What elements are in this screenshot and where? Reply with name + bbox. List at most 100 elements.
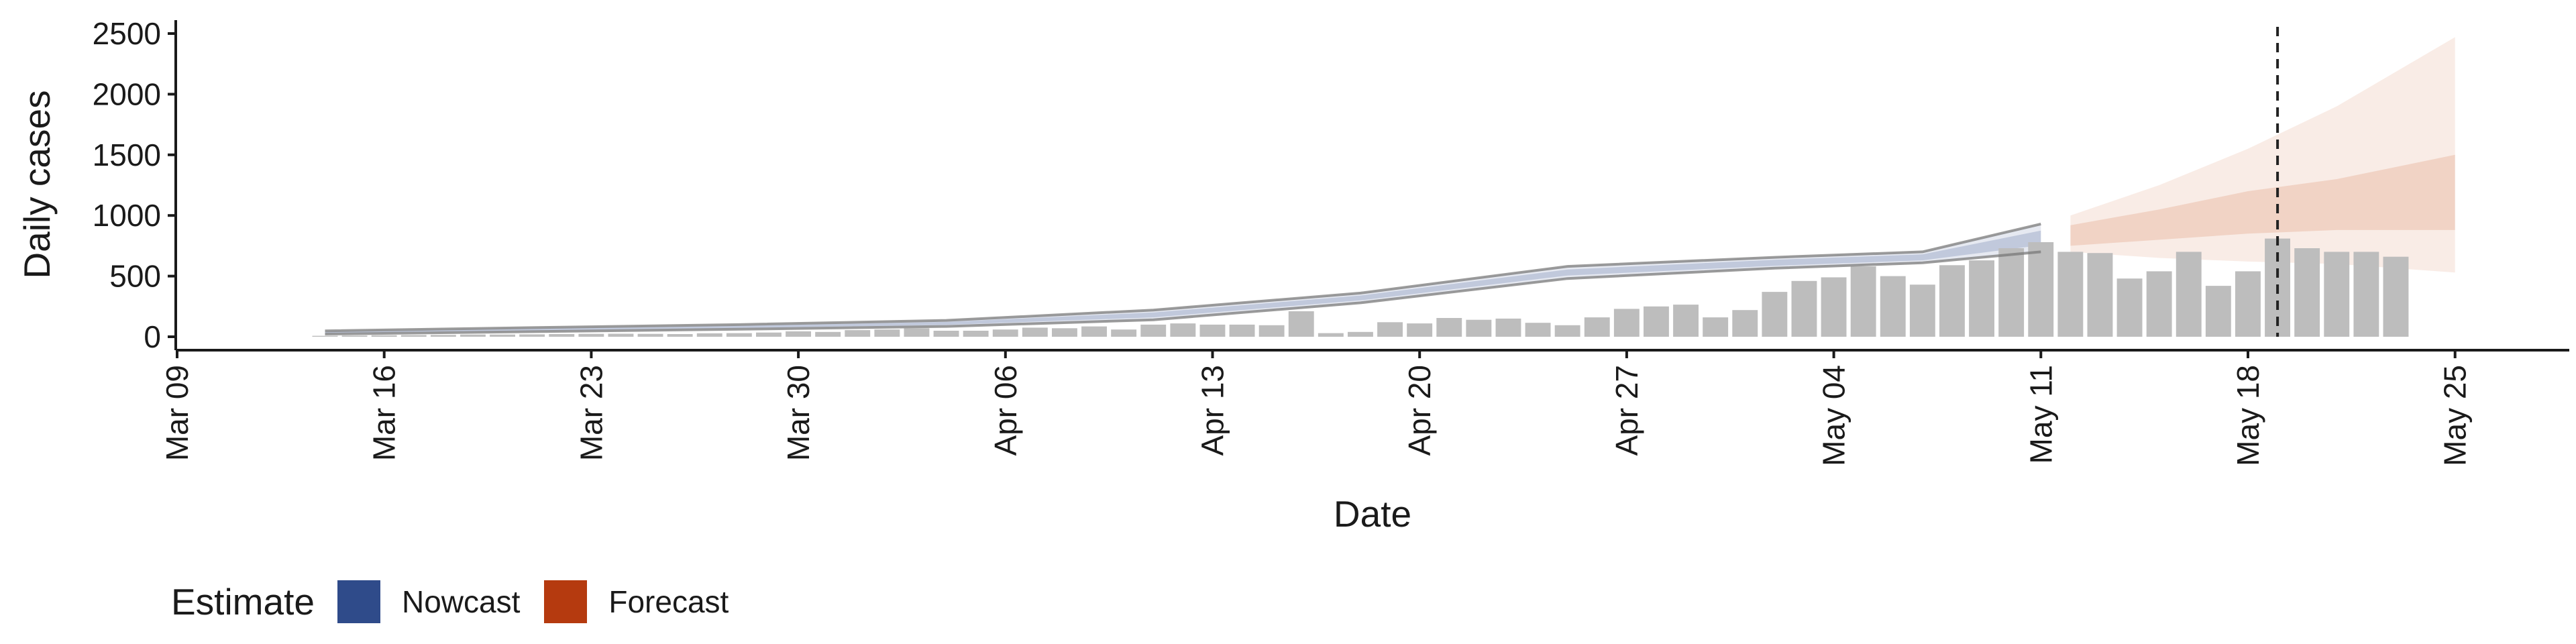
bar bbox=[1909, 284, 1935, 337]
x-axis-ticks: Mar 09 Mar 16 Mar 23 Mar 30 Apr 06 Apr 13 Apr … bbox=[160, 350, 2473, 466]
x-tick-label: Mar 30 bbox=[781, 365, 816, 461]
x-tick-label: Apr 20 bbox=[1402, 365, 1437, 456]
bar bbox=[1821, 277, 1847, 337]
legend-item-forecast: Forecast bbox=[544, 580, 729, 623]
bar bbox=[1436, 318, 1462, 337]
legend-label-forecast: Forecast bbox=[608, 584, 729, 619]
bar bbox=[2176, 252, 2202, 337]
bar bbox=[904, 328, 930, 337]
bar bbox=[1584, 317, 1610, 337]
bar bbox=[1199, 324, 1226, 337]
bar bbox=[400, 335, 427, 337]
bar bbox=[1969, 260, 1994, 337]
bar bbox=[312, 335, 338, 337]
bar bbox=[1703, 317, 1729, 337]
bar bbox=[1140, 324, 1167, 337]
bar bbox=[2324, 252, 2350, 337]
x-axis-title: Date bbox=[1334, 493, 1411, 535]
bar bbox=[1613, 309, 1640, 337]
bar bbox=[341, 335, 368, 337]
bar bbox=[2235, 271, 2261, 337]
legend-label-nowcast: Nowcast bbox=[401, 584, 521, 619]
bar bbox=[992, 329, 1018, 337]
bar bbox=[2057, 252, 2084, 337]
y-axis-ticks: 0 500 1000 1500 2000 2500 bbox=[93, 16, 176, 354]
bar bbox=[460, 334, 486, 337]
bar bbox=[726, 333, 752, 337]
nowcast-band-50 bbox=[325, 230, 2041, 333]
bar bbox=[1644, 306, 1669, 337]
bar bbox=[1850, 266, 1876, 337]
legend: Estimate Nowcast Forecast bbox=[171, 578, 753, 625]
bar bbox=[2146, 271, 2172, 337]
nowcast-band-90 bbox=[325, 223, 2041, 334]
bar bbox=[1258, 325, 1285, 337]
bar bbox=[608, 333, 634, 337]
bar bbox=[1673, 305, 1699, 337]
bar bbox=[430, 335, 456, 337]
nowcast-bands bbox=[325, 223, 2041, 334]
bar bbox=[1762, 292, 1788, 337]
legend-key-nowcast bbox=[337, 580, 380, 623]
bar bbox=[549, 334, 575, 337]
bar bbox=[1229, 324, 1255, 337]
y-axis-title: Daily cases bbox=[16, 90, 58, 278]
bar bbox=[815, 331, 841, 337]
y-tick-label: 2500 bbox=[93, 16, 161, 51]
legend-title: Estimate bbox=[171, 581, 315, 623]
x-tick-label: Mar 09 bbox=[160, 365, 195, 461]
x-tick-label: May 25 bbox=[2438, 365, 2473, 466]
bar bbox=[1377, 322, 1403, 337]
bar bbox=[1939, 265, 1965, 337]
reported-cases-bars bbox=[312, 238, 2409, 337]
bar bbox=[786, 331, 811, 337]
bar bbox=[874, 329, 900, 337]
y-tick-label: 2000 bbox=[93, 76, 161, 111]
bar bbox=[756, 332, 782, 337]
bar bbox=[578, 333, 604, 337]
x-tick-label: Mar 23 bbox=[574, 365, 608, 461]
bar bbox=[1348, 331, 1373, 337]
axes bbox=[174, 20, 2569, 352]
interval-lines bbox=[325, 222, 2041, 335]
forecast-band-50 bbox=[2070, 154, 2455, 246]
bar bbox=[1732, 310, 1758, 337]
bar bbox=[1052, 328, 1077, 337]
bar bbox=[2087, 253, 2113, 337]
forecast-band-90 bbox=[2070, 37, 2455, 273]
x-tick-label: Apr 06 bbox=[988, 365, 1023, 456]
bar bbox=[1554, 325, 1580, 337]
legend-item-nowcast: Nowcast bbox=[337, 580, 520, 623]
y-tick-label: 1500 bbox=[93, 138, 161, 172]
bar bbox=[1081, 326, 1107, 337]
bar bbox=[2353, 252, 2379, 337]
bar bbox=[1111, 329, 1137, 337]
bar bbox=[1495, 318, 1521, 337]
x-tick-label: Apr 27 bbox=[1609, 365, 1644, 456]
y-tick-label: 500 bbox=[109, 259, 161, 294]
bar bbox=[845, 330, 871, 337]
bar bbox=[1791, 280, 1817, 337]
bar bbox=[2294, 248, 2320, 337]
bar bbox=[2116, 278, 2143, 337]
bar bbox=[371, 335, 397, 337]
bar bbox=[637, 333, 663, 337]
bar bbox=[1525, 323, 1551, 337]
nowcast-upper-line bbox=[325, 222, 2041, 333]
bar bbox=[2383, 256, 2409, 337]
legend-key-forecast bbox=[544, 580, 588, 623]
y-tick-label: 1000 bbox=[93, 198, 161, 233]
bar bbox=[1170, 323, 1196, 337]
bar bbox=[667, 334, 693, 337]
nowcast-lower-line bbox=[325, 250, 2041, 335]
bar bbox=[696, 333, 722, 337]
bar bbox=[1998, 248, 2025, 337]
bar bbox=[490, 334, 515, 337]
bar bbox=[2205, 286, 2231, 337]
y-tick-label: 0 bbox=[144, 319, 161, 354]
forecast-bands bbox=[2070, 37, 2455, 273]
bar bbox=[1466, 319, 1492, 337]
x-tick-label: May 11 bbox=[2023, 365, 2058, 464]
bar bbox=[1022, 327, 1048, 337]
